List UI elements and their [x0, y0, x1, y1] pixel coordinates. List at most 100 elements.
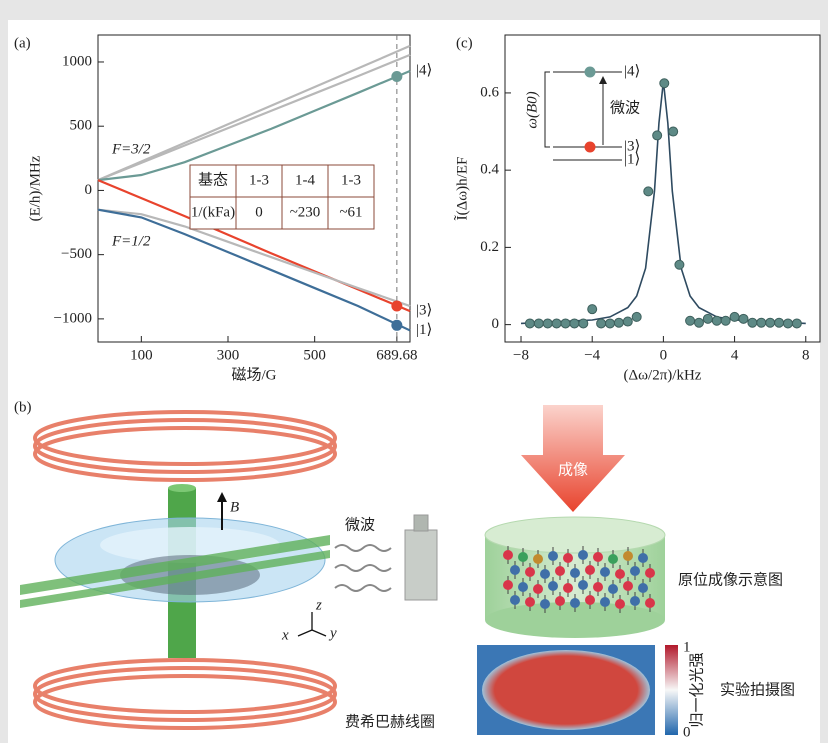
page: (a) (b) (c) B 微波 z x y 费希巴赫线圈 成像 原位成像示意图… — [0, 0, 828, 743]
data-point — [748, 318, 757, 327]
atom — [630, 596, 640, 606]
y-tick-label: 0.2 — [480, 239, 499, 255]
data-point — [792, 319, 801, 328]
x-tick-label: 689.68 — [376, 347, 417, 363]
x-axis-label: 磁场/G — [231, 366, 276, 383]
data-point — [739, 314, 748, 323]
panel-label: (a) — [14, 35, 31, 51]
data-point — [721, 316, 730, 325]
atom — [570, 568, 580, 578]
y-axis-label: (E/h)/MHz — [27, 155, 43, 221]
x-tick-label: −4 — [584, 347, 600, 363]
antenna — [405, 530, 437, 600]
y-tick-label: 0.4 — [480, 162, 499, 178]
data-point — [614, 318, 623, 327]
y-tick-label: 0.6 — [480, 84, 499, 100]
data-point — [588, 305, 597, 314]
data-point — [653, 131, 662, 140]
figure: (a) (b) (c) B 微波 z x y 费希巴赫线圈 成像 原位成像示意图… — [0, 0, 828, 743]
atom — [623, 551, 633, 561]
y-tick-label: 0 — [492, 316, 500, 332]
atom — [555, 596, 565, 606]
atom — [585, 565, 595, 575]
atom — [563, 553, 573, 563]
y-tick-label: −1000 — [54, 310, 92, 326]
table-text: 1/(kFa) — [191, 204, 235, 220]
annotation: F=1/2 — [111, 233, 151, 249]
atom — [623, 581, 633, 591]
y-tick-label: 500 — [70, 118, 93, 134]
atom — [593, 552, 603, 562]
atom — [563, 583, 573, 593]
atom — [540, 599, 550, 609]
data-point — [775, 318, 784, 327]
schematic-label: 原位成像示意图 — [678, 571, 783, 589]
data-point — [766, 318, 775, 327]
energy-label: ω(B0) — [524, 91, 540, 128]
data-point — [660, 79, 669, 88]
atom — [548, 581, 558, 591]
data-point — [561, 319, 570, 328]
atom — [533, 554, 543, 564]
data-point — [623, 317, 632, 326]
data-point — [543, 319, 552, 328]
x-axis-label: (Δω/2π)/kHz — [624, 367, 702, 383]
atom — [600, 567, 610, 577]
data-point — [597, 319, 606, 328]
colorbar-label: 归一化光强 — [688, 652, 706, 727]
level-dot — [585, 142, 596, 153]
atom — [518, 552, 528, 562]
data-point — [644, 187, 653, 196]
x-tick-label: 100 — [130, 347, 153, 363]
panel-label: (c) — [456, 35, 473, 51]
data-point — [606, 319, 615, 328]
series-label: |1⟩ — [416, 322, 432, 338]
atom — [608, 584, 618, 594]
photo-cloud — [482, 650, 650, 730]
atom — [630, 566, 640, 576]
atom — [615, 599, 625, 609]
annotation: F=3/2 — [111, 141, 151, 157]
atom — [510, 565, 520, 575]
atom — [600, 597, 610, 607]
atom — [540, 569, 550, 579]
table-text: 基态 — [198, 171, 228, 188]
rod-top — [168, 484, 196, 492]
data-point — [552, 319, 561, 328]
data-point — [712, 316, 721, 325]
data-point — [783, 319, 792, 328]
atom — [578, 580, 588, 590]
data-point — [570, 319, 579, 328]
microwave-label: 微波 — [345, 516, 375, 534]
y-tick-label: 1000 — [62, 53, 92, 69]
data-point — [703, 314, 712, 323]
photo-label: 实验拍摄图 — [720, 681, 795, 699]
atom — [555, 566, 565, 576]
x-tick-label: 8 — [802, 347, 810, 363]
coil-label: 费希巴赫线圈 — [345, 713, 435, 731]
data-point — [525, 319, 534, 328]
atom — [548, 551, 558, 561]
atom — [518, 582, 528, 592]
x-tick-label: 500 — [303, 347, 326, 363]
atom — [570, 598, 580, 608]
field-label: B — [230, 499, 239, 515]
antenna-top — [414, 515, 428, 531]
x-tick-label: −8 — [513, 347, 529, 363]
atom — [645, 568, 655, 578]
data-point — [686, 316, 695, 325]
cylinder-top — [485, 517, 665, 553]
table-text: 1-4 — [295, 172, 315, 188]
data-point — [675, 260, 684, 269]
axis-y: y — [328, 625, 337, 641]
data-point — [632, 312, 641, 321]
table-text: 0 — [255, 204, 263, 220]
table-text: 1-3 — [341, 172, 361, 188]
data-point — [694, 318, 703, 327]
imaging-label: 成像 — [558, 461, 588, 479]
x-tick-label: 4 — [731, 347, 739, 363]
atom — [578, 550, 588, 560]
series-label: |3⟩ — [416, 303, 432, 319]
atom — [585, 595, 595, 605]
atom — [510, 595, 520, 605]
